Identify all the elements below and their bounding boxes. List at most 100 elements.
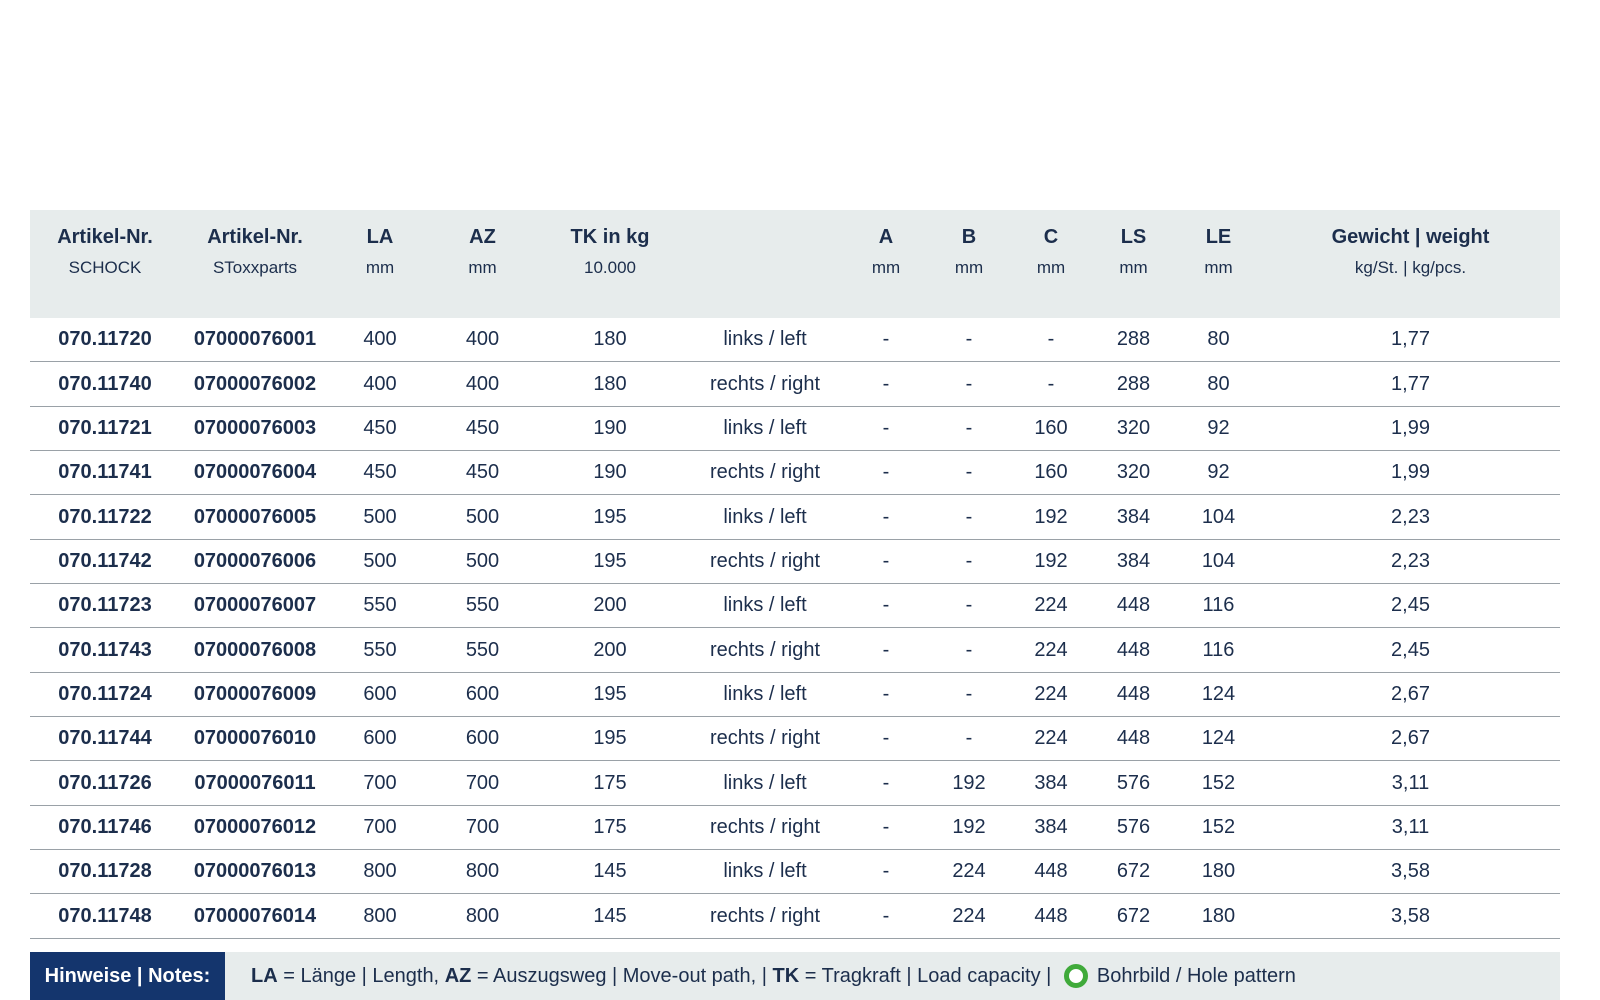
table-body: 070.11720 07000076001 400 400 180 links / lef… [30, 318, 1560, 939]
table-cell: 2,67 [1391, 682, 1430, 705]
table-row: 070.11724 07000076009 600 600 195 links / lef… [30, 672, 1560, 718]
table-cell: 07000076014 [193, 904, 317, 927]
table-cell: 288 [1116, 372, 1151, 395]
table-cell: - [965, 682, 973, 705]
table-cell: 700 [465, 771, 500, 794]
table-row: 070.11728 07000076013 800 800 145 links / lef… [30, 850, 1560, 895]
table-cell: - [882, 727, 890, 750]
notes-text-segment: = Auszugsweg | Move-out path, | [471, 964, 773, 987]
table-cell: 224 [1034, 594, 1068, 617]
table-cell: - [882, 549, 890, 572]
table-cell: 672 [1116, 860, 1151, 883]
table-cell: 92 [1207, 416, 1230, 439]
table-cell: 124 [1201, 727, 1236, 750]
table-cell: links / left [723, 416, 807, 439]
table-cell: - [882, 904, 890, 927]
table-cell: 80 [1207, 372, 1230, 395]
table-cell: - [965, 594, 973, 617]
table-cell: 200 [593, 594, 627, 617]
table-cell: 288 [1116, 328, 1151, 351]
table-cell: 195 [593, 549, 627, 572]
table-cell: 175 [593, 771, 627, 794]
table-cell: 450 [363, 416, 397, 439]
table-cell: 070.11748 [58, 904, 152, 927]
table-row: 070.11726 07000076011 700 700 175 links / lef… [30, 761, 1560, 806]
table-cell: rechts / right [709, 904, 821, 927]
table-cell: 070.11746 [58, 815, 152, 838]
table-cell: 384 [1034, 771, 1068, 794]
table-cell: 1,99 [1391, 461, 1430, 484]
column-header-label: Artikel-Nr. [207, 226, 303, 248]
table-cell: 384 [1116, 505, 1151, 528]
table-cell: 104 [1201, 549, 1236, 572]
table-cell: 1,77 [1391, 372, 1430, 395]
table-cell: - [882, 416, 890, 439]
table-cell: 07000076002 [193, 372, 317, 395]
table-cell: 07000076003 [193, 416, 317, 439]
table-cell: - [882, 815, 890, 838]
table-cell: 192 [1034, 505, 1068, 528]
table-cell: 192 [952, 771, 986, 794]
table-cell: 400 [465, 372, 500, 395]
hole-pattern-icon [1063, 964, 1088, 988]
column-header-label: C [1043, 226, 1059, 248]
table-cell: 800 [363, 904, 397, 927]
table-cell: links / left [723, 594, 807, 617]
table-cell: - [882, 372, 890, 395]
table-cell: 450 [363, 461, 397, 484]
table-cell: 195 [593, 682, 627, 705]
product-spec-table: Artikel-Nr. SCHOCK Artikel-Nr. SToxxparts LA… [30, 210, 1560, 939]
column-header: LE mm [1176, 210, 1261, 318]
table-cell: 384 [1116, 549, 1151, 572]
table-cell: links / left [723, 328, 807, 351]
notes-bar: Hinweise | Notes: LA = Länge | Length, A… [30, 952, 1560, 1000]
column-header-unit: SCHOCK [68, 258, 142, 277]
table-cell: 600 [465, 727, 500, 750]
table-cell: rechts / right [709, 461, 821, 484]
table-cell: 800 [363, 860, 397, 883]
table-cell: 224 [952, 904, 986, 927]
column-header-label: Gewicht | weight [1331, 226, 1490, 248]
table-cell: 3,58 [1391, 860, 1430, 883]
column-header [685, 210, 845, 318]
table-cell: 07000076004 [193, 461, 317, 484]
table-cell: 180 [593, 328, 627, 351]
table-cell: 2,67 [1391, 727, 1430, 750]
table-cell: 190 [593, 416, 627, 439]
table-cell: - [882, 461, 890, 484]
table-row: 070.11744 07000076010 600 600 195 rechts / ri… [30, 717, 1560, 762]
table-cell: 200 [593, 638, 627, 661]
table-cell: rechts / right [709, 549, 821, 572]
table-cell: 500 [465, 505, 500, 528]
column-header-label: Artikel-Nr. [57, 226, 153, 248]
table-cell: 550 [465, 594, 500, 617]
table-cell: - [882, 594, 890, 617]
table-cell: 116 [1202, 638, 1235, 661]
column-header-label: LE [1205, 226, 1232, 248]
table-cell: - [1047, 328, 1055, 351]
table-cell: 224 [1034, 727, 1068, 750]
column-header-label: A [878, 226, 894, 248]
table-cell: 3,11 [1391, 771, 1430, 794]
table-cell: 160 [1034, 416, 1068, 439]
notes-legend: LA = Länge | Length, AZ = Auszugsweg | M… [225, 952, 1296, 1000]
table-cell: 1,77 [1391, 328, 1430, 351]
column-header-label: LS [1120, 226, 1147, 248]
table-cell: 700 [363, 771, 397, 794]
table-row: 070.11741 07000076004 450 450 190 rechts / ri… [30, 451, 1560, 496]
column-header-label: LA [366, 226, 394, 248]
table-cell: 07000076010 [193, 727, 317, 750]
table-cell: 07000076008 [193, 638, 317, 661]
table-cell: - [965, 328, 973, 351]
table-cell: 224 [952, 860, 986, 883]
table-cell: 448 [1116, 638, 1151, 661]
table-cell: 448 [1034, 904, 1068, 927]
table-cell: 07000076013 [193, 860, 317, 883]
table-cell: 384 [1034, 815, 1068, 838]
table-cell: 152 [1201, 771, 1236, 794]
table-cell: 07000076007 [193, 594, 317, 617]
